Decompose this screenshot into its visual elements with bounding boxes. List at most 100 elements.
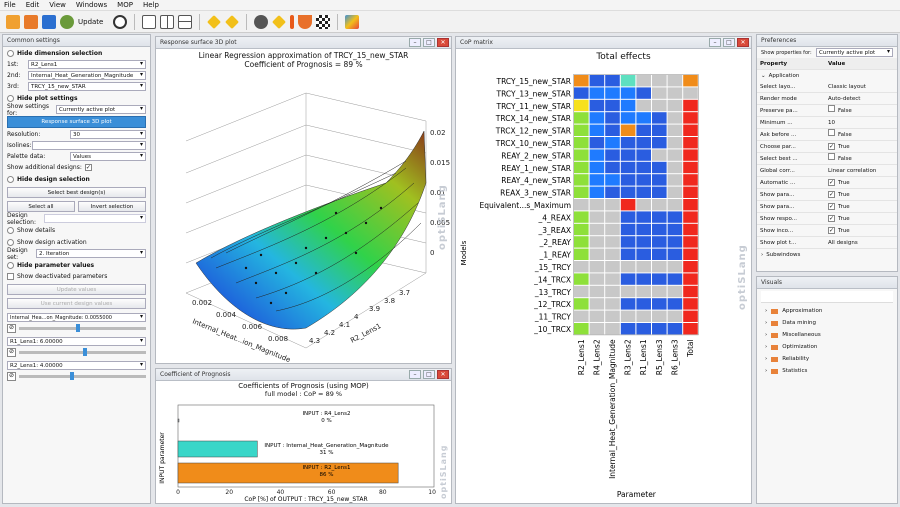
use-current-values-button[interactable]: Use current design values: [7, 297, 146, 309]
maximize-button[interactable]: □: [423, 370, 435, 379]
matrix-cell[interactable]: [589, 236, 605, 248]
matrix-cell[interactable]: [574, 137, 589, 149]
matrix-cell[interactable]: [667, 199, 683, 211]
matrix-cell[interactable]: [589, 161, 605, 174]
design-section-toggle[interactable]: Hide design selection: [3, 173, 150, 185]
matrix-cell[interactable]: [620, 273, 636, 285]
update-button[interactable]: Update: [78, 17, 104, 26]
property-checkbox[interactable]: ✓: [828, 227, 835, 234]
menu-help[interactable]: Help: [142, 1, 159, 9]
matrix-cell[interactable]: [605, 174, 620, 186]
matrix-cell[interactable]: [652, 112, 667, 124]
matrix-cell[interactable]: [589, 223, 605, 236]
matrix-cell[interactable]: [620, 174, 636, 186]
matrix-cell[interactable]: [574, 87, 589, 99]
matrix-cell[interactable]: [574, 236, 589, 248]
visuals-item[interactable]: › Data mining: [765, 320, 816, 326]
matrix-cell[interactable]: [605, 236, 620, 248]
matrix-cell[interactable]: [667, 137, 683, 149]
open-icon[interactable]: [24, 14, 38, 29]
property-value[interactable]: ✓ True: [825, 213, 897, 225]
matrix-cell[interactable]: [652, 199, 667, 211]
matrix-cell[interactable]: [683, 99, 698, 112]
matrix-cell[interactable]: [589, 124, 605, 136]
select-best-button[interactable]: Select best design(s): [7, 186, 146, 198]
grid-icon[interactable]: [160, 14, 175, 29]
property-value[interactable]: All designs: [825, 237, 897, 249]
matrix-cell[interactable]: [652, 161, 667, 174]
matrix-cell[interactable]: [667, 310, 683, 322]
minimize-button[interactable]: –: [709, 38, 721, 47]
matrix-cell[interactable]: [589, 248, 605, 260]
matrix-cell[interactable]: [683, 310, 698, 322]
matrix-cell[interactable]: [667, 298, 683, 310]
dimension-section-toggle[interactable]: Hide dimension selection: [3, 47, 150, 59]
matrix-cell[interactable]: [574, 323, 589, 335]
matrix-cell[interactable]: [605, 248, 620, 260]
matrix-cell[interactable]: [652, 75, 667, 87]
design-set-select[interactable]: 2. Iteration: [36, 249, 146, 258]
show-deactivated-checkbox[interactable]: [7, 273, 14, 280]
matrix-cell[interactable]: [652, 124, 667, 136]
matrix-cell[interactable]: [574, 124, 589, 136]
matrix-cell[interactable]: [589, 261, 605, 273]
matrix-cell[interactable]: [683, 149, 698, 161]
select-all-button[interactable]: Select all: [7, 200, 75, 212]
matrix-cell[interactable]: [620, 124, 636, 136]
matrix-cell[interactable]: [667, 323, 683, 335]
matrix-cell[interactable]: [683, 248, 698, 260]
matrix-cell[interactable]: [652, 87, 667, 99]
matrix-cell[interactable]: [589, 323, 605, 335]
settings-for-select[interactable]: Currently active plot: [56, 105, 146, 114]
matrix-cell[interactable]: [605, 285, 620, 298]
matrix-cell[interactable]: [574, 186, 589, 198]
matrix-cell[interactable]: [652, 236, 667, 248]
close-button[interactable]: ✕: [437, 38, 449, 47]
property-value[interactable]: ✓ True: [825, 177, 897, 189]
property-value[interactable]: False: [825, 105, 897, 117]
minimize-button[interactable]: –: [409, 370, 421, 379]
matrix-cell[interactable]: [574, 261, 589, 273]
show-activation-toggle[interactable]: Show design activation: [3, 236, 150, 248]
matrix-cell[interactable]: [589, 186, 605, 198]
shield-icon[interactable]: [298, 14, 313, 29]
matrix-cell[interactable]: [636, 236, 651, 248]
matrix-cell[interactable]: [574, 112, 589, 124]
resolution-spinbox[interactable]: 30: [70, 130, 146, 139]
maximize-button[interactable]: □: [723, 38, 735, 47]
matrix-cell[interactable]: [589, 273, 605, 285]
matrix-cell[interactable]: [574, 273, 589, 285]
matrix-cell[interactable]: [683, 174, 698, 186]
property-value[interactable]: 10: [825, 117, 897, 129]
matrix-cell[interactable]: [620, 211, 636, 223]
application-group[interactable]: ⌄ Application: [761, 72, 800, 79]
matrix-cell[interactable]: [636, 199, 651, 211]
property-value[interactable]: ✓ True: [825, 189, 897, 201]
matrix-cell[interactable]: [667, 211, 683, 223]
matrix-cell[interactable]: [667, 87, 683, 99]
param1-field[interactable]: Internal_Hea...on_Magnitude: 0.0055000: [7, 313, 146, 322]
invert-selection-button[interactable]: Invert selection: [78, 200, 146, 212]
property-value[interactable]: ✓ True: [825, 141, 897, 153]
matrix-cell[interactable]: [605, 161, 620, 174]
matrix-cell[interactable]: [620, 323, 636, 335]
matrix-cell[interactable]: [574, 199, 589, 211]
matrix-cell[interactable]: [667, 174, 683, 186]
matrix-cell[interactable]: [589, 211, 605, 223]
matrix-cell[interactable]: [574, 161, 589, 174]
matrix-cell[interactable]: [667, 99, 683, 112]
save-icon[interactable]: [42, 14, 56, 29]
matrix-cell[interactable]: [589, 87, 605, 99]
property-checkbox[interactable]: ✓: [828, 143, 835, 150]
matrix-cell[interactable]: [636, 323, 651, 335]
palette-icon[interactable]: [345, 14, 360, 29]
matrix-cell[interactable]: [620, 248, 636, 260]
matrix-cell[interactable]: [683, 186, 698, 198]
matrix-cell[interactable]: [620, 236, 636, 248]
visuals-item[interactable]: › Approximation: [765, 308, 823, 314]
matrix-cell[interactable]: [667, 285, 683, 298]
filter-icon[interactable]: [207, 14, 222, 29]
diamond-icon[interactable]: [225, 14, 240, 29]
matrix-cell[interactable]: [683, 124, 698, 136]
matrix-cell[interactable]: [605, 223, 620, 236]
